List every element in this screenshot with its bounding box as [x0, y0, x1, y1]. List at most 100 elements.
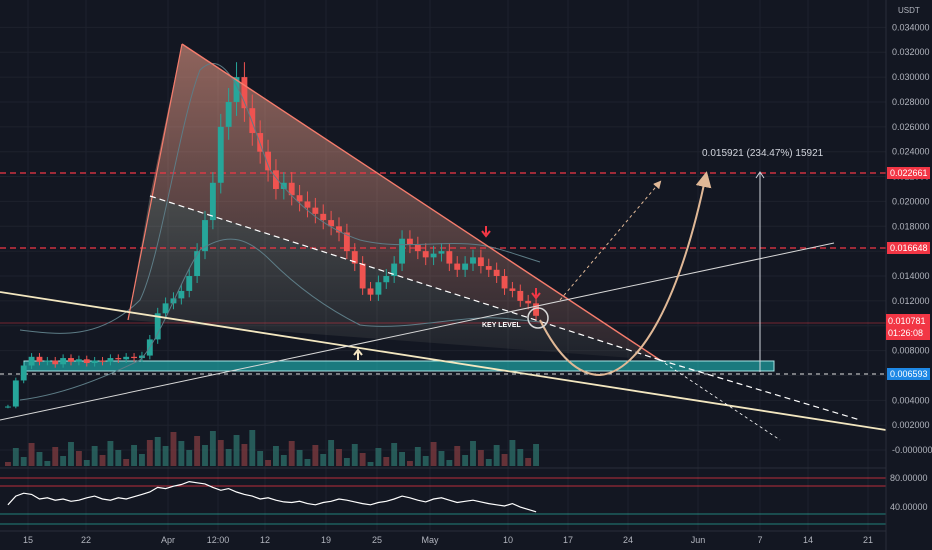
price-tick-label: 0.028000: [892, 97, 930, 107]
volume-bar: [462, 455, 469, 466]
rising-trendline: [0, 242, 835, 421]
candle-body: [493, 269, 500, 277]
price-tick-label: 0.014000: [892, 271, 930, 281]
candle-body: [288, 182, 295, 196]
candle-body: [533, 303, 539, 316]
volume-bar: [288, 441, 295, 466]
measure-label: 0.015921 (234.47%) 15921: [702, 148, 824, 159]
candle-body: [336, 226, 342, 233]
candle-body: [438, 251, 445, 254]
volume-bar: [28, 443, 35, 466]
candle-body: [280, 182, 287, 189]
time-tick-label: 19: [321, 535, 331, 545]
volume-bar: [225, 449, 232, 466]
lower-band-line: [19, 238, 541, 401]
volume-bar: [351, 444, 358, 466]
candle-body: [273, 170, 279, 189]
candlestick-series: [5, 62, 539, 409]
price-tick-label: 0.032000: [892, 47, 930, 57]
volume-bar: [12, 448, 19, 466]
level-tag-support: 0.006593: [887, 368, 930, 380]
key-level-circle: [527, 307, 549, 329]
volume-bar: [367, 462, 374, 466]
volume-bar: [241, 444, 248, 466]
candle-body: [52, 360, 59, 365]
candle-body: [296, 195, 303, 202]
svg-text:0.016648: 0.016648: [890, 243, 928, 253]
price-tick-label: 0.030000: [892, 72, 930, 82]
candle-body: [28, 356, 35, 366]
oscillator-series: [7, 480, 537, 513]
time-tick-label: Jun: [691, 535, 706, 545]
volume-bar: [328, 440, 335, 466]
time-tick-label: 24: [623, 535, 633, 545]
volume-bar: [186, 450, 193, 466]
forecast-curve-arrow: [539, 171, 712, 377]
candle-body: [375, 282, 382, 295]
volume-bar: [320, 454, 327, 466]
candle-body: [462, 263, 469, 270]
time-tick-label: May: [421, 535, 439, 545]
volume-bar: [477, 450, 484, 466]
candle-body: [60, 358, 67, 365]
indicator-tick-80: 80.00000: [890, 473, 928, 483]
volume-bar: [68, 442, 74, 466]
current-price-tag: 0.010781 01:26:08: [886, 314, 930, 340]
candle-body: [83, 359, 90, 364]
candle-body: [249, 108, 256, 134]
candle-body: [115, 358, 122, 360]
support-zone-box: [23, 360, 775, 372]
candle-body: [509, 288, 516, 291]
volume-bar: [517, 449, 524, 466]
indicator-tick-40: 40.00000: [890, 502, 928, 512]
candle-body: [328, 220, 335, 227]
svg-text:0.022661: 0.022661: [890, 168, 928, 178]
candle-body: [241, 77, 248, 109]
volume-bar: [422, 456, 429, 466]
volume-bar: [91, 446, 98, 466]
time-tick-label: 7: [757, 535, 762, 545]
volume-bar: [209, 431, 216, 466]
time-tick-label: 21: [863, 535, 873, 545]
volume-bar: [414, 447, 421, 466]
price-tick-label: 0.008000: [892, 346, 930, 356]
volume-bar: [123, 459, 130, 466]
candle-body: [501, 276, 508, 289]
candle-body: [320, 213, 327, 221]
candle-body: [91, 360, 98, 364]
candle-body: [414, 244, 421, 252]
price-tick-label: 0.002000: [892, 420, 930, 430]
volume-bar: [470, 441, 476, 466]
volume-bar: [399, 452, 405, 466]
candle-body: [154, 313, 161, 340]
candle-body: [485, 266, 492, 270]
candle-body: [399, 238, 405, 264]
volume-bar: [115, 450, 122, 466]
volume-bar: [273, 446, 279, 466]
volume-bar: [36, 452, 43, 466]
upper-band-line: [19, 62, 541, 334]
candle-body: [391, 263, 398, 277]
candle-body: [304, 201, 311, 208]
time-tick-label: 12: [260, 535, 270, 545]
volume-bar: [265, 460, 271, 466]
candle-body: [343, 232, 350, 252]
candle-body: [470, 257, 476, 264]
candle-body: [20, 365, 27, 381]
time-tick-label: 12:00: [207, 535, 230, 545]
price-tick-label: -0.000000: [892, 445, 932, 455]
wedge-upper-line: [181, 43, 661, 361]
projection-dashed-line-2: [659, 359, 781, 441]
volume-bar: [217, 440, 224, 466]
volume-bar: [170, 432, 177, 466]
volume-bar: [139, 454, 145, 466]
volume-bar: [83, 460, 90, 466]
price-tick-label: 0.012000: [892, 296, 930, 306]
volume-bar: [438, 451, 445, 466]
candle-body: [407, 238, 413, 245]
time-tick-label: 22: [81, 535, 91, 545]
candle-body: [44, 360, 51, 362]
volume-bar: [525, 458, 532, 466]
candle-body: [225, 101, 232, 127]
volume-bar: [296, 450, 303, 466]
